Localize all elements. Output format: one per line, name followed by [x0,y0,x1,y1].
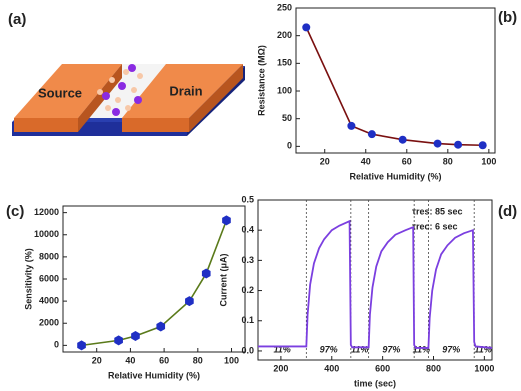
drain-label: Drain [169,83,202,98]
y-axis-label: Current (μA) [218,253,228,306]
y-tick-label: 0.1 [241,315,254,325]
panel-label: (d) [498,203,517,220]
source-label: Source [38,85,82,100]
panel-label: (c) [6,203,24,220]
y-tick-label: 6000 [39,273,59,283]
data-line [81,220,228,347]
annotation: τres: 85 sec [412,206,463,216]
y-tick-label: 4000 [39,295,59,305]
x-tick-label: 400 [324,363,339,373]
y-tick-label: 0 [54,340,59,350]
humidity-label: 97% [320,344,338,354]
data-point [201,268,211,279]
panel-label: (a) [8,11,26,28]
x-axis-label: Relative Humidity (%) [349,171,441,181]
data-point [454,140,463,149]
data-point [185,296,194,307]
x-tick-label: 80 [443,156,453,166]
y-tick-label: 8000 [39,251,59,261]
x-tick-label: 80 [193,355,203,365]
data-point [222,215,231,226]
annotation: τrec: 6 sec [412,221,458,231]
x-tick-label: 60 [159,355,169,365]
data-point [114,335,123,346]
y-tick-label: 0 [287,141,292,151]
x-tick-label: 200 [273,363,288,373]
x-tick-label: 800 [426,363,441,373]
data-point [156,321,166,332]
x-axis-label: Relative Humidity (%) [108,370,200,380]
y-tick-label: 250 [277,2,292,12]
data-point [433,139,442,148]
y-tick-label: 50 [282,113,292,123]
y-tick-label: 0.4 [241,225,254,235]
device-diagram: Source Drain [12,64,245,136]
panel-label: (b) [498,9,517,26]
data-point [131,330,140,341]
humidity-label: 97% [442,344,460,354]
x-tick-label: 1000 [474,363,494,373]
y-tick-label: 12000 [34,207,59,217]
x-tick-label: 20 [320,156,330,166]
data-point [478,141,487,150]
humidity-label: 11% [273,344,290,354]
y-tick-label: 2000 [39,318,59,328]
data-line [258,219,493,349]
humidity-label: 11% [351,344,368,354]
y-tick-label: 0.0 [241,345,254,355]
data-point [302,23,311,32]
x-tick-label: 40 [125,355,135,365]
data-point [398,135,407,144]
x-tick-label: 60 [402,156,412,166]
y-tick-label: 0.5 [241,194,254,204]
plot-frame [257,199,493,361]
humidity-label: 11% [413,344,430,354]
data-point [77,340,86,351]
data-line [305,27,483,147]
humidity-label: 97% [382,344,400,354]
y-tick-label: 0.3 [241,255,254,265]
y-tick-label: 100 [277,85,292,95]
x-axis-label: time (sec) [354,378,396,388]
y-tick-label: 200 [277,30,292,40]
y-axis-label: Sensitivity (%) [23,248,33,310]
plot-frame [295,7,496,154]
y-tick-label: 150 [277,58,292,68]
humidity-label: 11% [474,344,491,354]
x-tick-label: 600 [375,363,390,373]
y-axis-label: Resistance (MΩ) [256,45,266,116]
y-tick-label: 10000 [34,229,59,239]
data-point [367,130,376,139]
x-tick-label: 40 [361,156,371,166]
x-tick-label: 100 [224,355,239,365]
data-point [347,121,356,130]
y-tick-label: 0.2 [241,285,254,295]
x-tick-label: 100 [481,156,496,166]
x-tick-label: 20 [92,355,102,365]
